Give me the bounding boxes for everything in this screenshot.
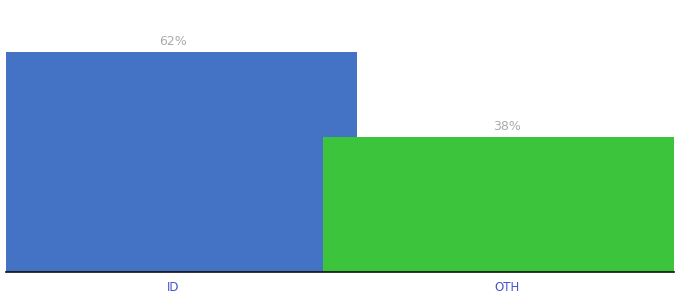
Text: 62%: 62% [159,35,186,48]
Text: 38%: 38% [493,120,521,133]
Bar [323,137,680,272]
Bar [0,52,357,272]
